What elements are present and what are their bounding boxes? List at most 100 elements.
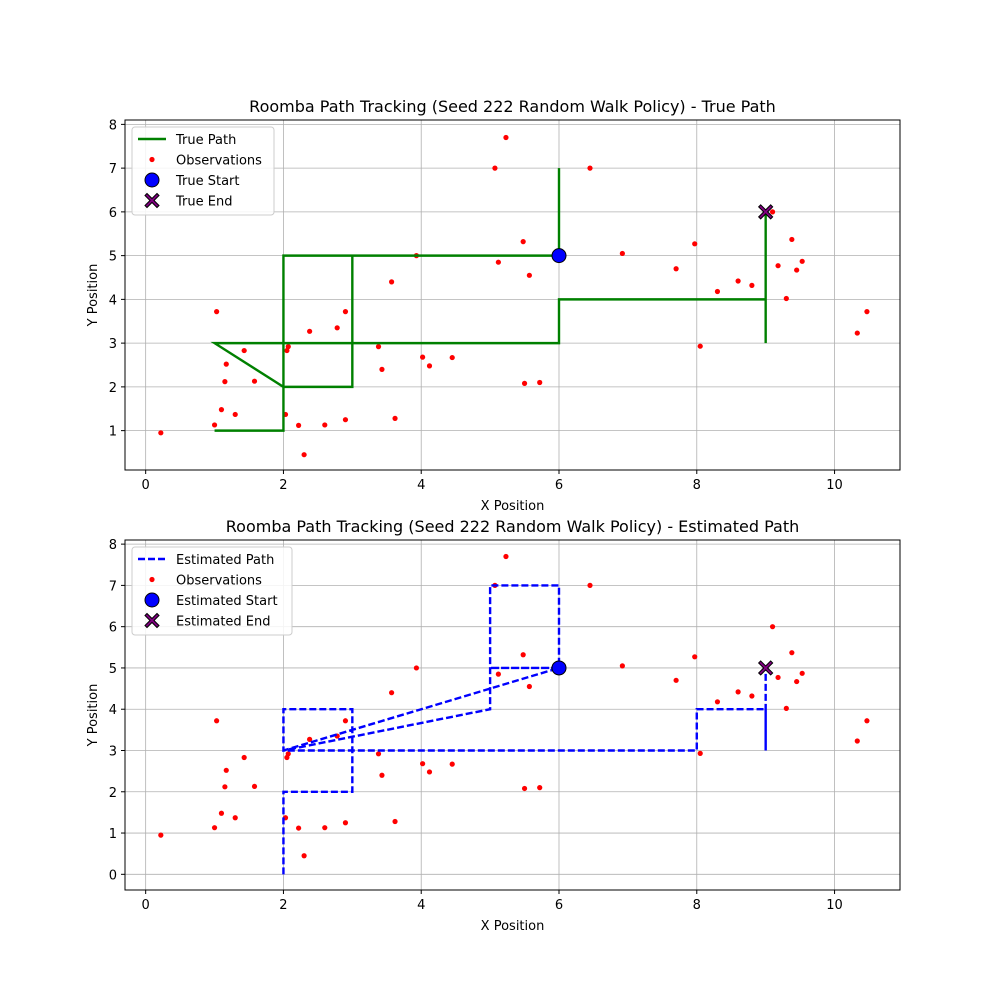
legend-start-swatch <box>144 592 160 608</box>
observation-point <box>413 665 419 671</box>
observation-point <box>769 209 776 215</box>
observation-point <box>775 263 781 269</box>
y-axis-label: Y Position <box>86 684 101 748</box>
observation-point <box>322 422 328 428</box>
legend-label-start: Estimated Start <box>176 594 278 609</box>
observation-point <box>526 683 532 690</box>
observation-point <box>769 624 776 630</box>
observation-point <box>864 309 870 315</box>
observation-point <box>537 785 543 791</box>
legend-label-end: True End <box>175 195 232 210</box>
observation-point <box>426 769 433 775</box>
observation-point <box>714 699 721 705</box>
observation-point <box>251 783 258 790</box>
legend-end-swatch <box>144 192 160 209</box>
observation-point <box>379 772 385 778</box>
axes-frame <box>124 539 901 891</box>
y-tick-label: 6 <box>109 206 117 221</box>
observation-point <box>714 288 721 295</box>
observation-point <box>520 652 526 658</box>
y-tick-label: 0 <box>109 868 117 883</box>
x-tick-label: 4 <box>417 478 425 493</box>
observation-point <box>449 761 455 767</box>
legend-label-observations: Observations <box>176 154 262 169</box>
end-marker <box>757 660 774 676</box>
observation-point <box>794 678 800 685</box>
x-tick-label: 8 <box>693 898 701 913</box>
observation-point <box>375 751 382 757</box>
observation-point <box>420 761 426 767</box>
observation-point <box>521 785 528 792</box>
observation-point <box>222 379 228 385</box>
y-axis-label: Y Position <box>86 264 101 328</box>
y-tick-label: 1 <box>109 425 117 440</box>
observation-point <box>375 344 382 350</box>
y-tick-label: 6 <box>109 621 117 636</box>
observation-point <box>783 295 789 302</box>
y-tick-label: 5 <box>109 662 117 677</box>
observation-point <box>799 258 805 264</box>
y-tick-label: 4 <box>109 293 117 308</box>
observation-point <box>503 553 509 560</box>
observation-point <box>342 718 349 724</box>
end-marker <box>757 204 774 220</box>
legend-label-start: True Start <box>175 174 240 189</box>
observation-point <box>296 825 302 831</box>
observation-point <box>619 663 625 669</box>
observation-point <box>854 330 860 336</box>
y-tick-label: 3 <box>109 337 117 352</box>
observation-point <box>794 267 800 273</box>
observation-point <box>587 582 593 589</box>
start-marker <box>551 660 567 676</box>
observation-point <box>854 738 860 744</box>
observation-point <box>241 347 247 354</box>
legend-label-observations: Observations <box>176 574 262 589</box>
observation-point <box>218 810 225 816</box>
observation-point <box>285 344 291 350</box>
legend-label-path: True Path <box>175 133 236 148</box>
observation-point <box>322 825 328 831</box>
x-tick-label: 4 <box>417 898 425 913</box>
observation-point <box>420 354 426 360</box>
observation-point <box>692 654 698 660</box>
observation-point <box>389 690 395 696</box>
path-line <box>210 168 767 432</box>
observation-point <box>537 379 543 386</box>
observation-point <box>214 309 220 315</box>
observation-point <box>492 165 498 171</box>
observation-point <box>697 343 703 349</box>
legend-start-swatch <box>144 172 160 188</box>
observation-point <box>735 278 741 284</box>
observation-point <box>449 354 455 361</box>
observation-point <box>218 407 225 413</box>
observation-point <box>342 309 349 315</box>
observation-point <box>392 818 398 825</box>
chart-title: Roomba Path Tracking (Seed 222 Random Wa… <box>226 517 800 536</box>
x-tick-label: 10 <box>826 898 843 913</box>
chart-estimated-path: 0 2 4 6 8 10 0 1 2 3 4 5 6 7 8 Roomba Path Tracking (S… <box>86 517 901 934</box>
y-tick-label: 4 <box>109 703 117 718</box>
x-tick-label: 2 <box>279 478 287 493</box>
y-tick-label: 7 <box>109 162 117 177</box>
axes-frame <box>124 119 901 471</box>
observation-point <box>789 650 795 656</box>
legend-observations-swatch <box>149 576 155 583</box>
observation-point <box>426 363 433 369</box>
observation-point <box>158 430 164 436</box>
observation-point <box>211 422 218 428</box>
observation-point <box>223 361 229 367</box>
observation-point <box>864 718 870 724</box>
observation-point <box>735 689 741 695</box>
observation-point <box>503 134 509 141</box>
observation-point <box>223 767 229 773</box>
observation-point <box>334 325 340 331</box>
x-tick-label: 8 <box>693 478 701 493</box>
legend-label-path: Estimated Path <box>176 553 274 568</box>
observation-point <box>251 378 258 384</box>
y-tick-label: 8 <box>109 118 117 133</box>
observation-point <box>307 736 313 742</box>
observation-point <box>495 259 501 265</box>
